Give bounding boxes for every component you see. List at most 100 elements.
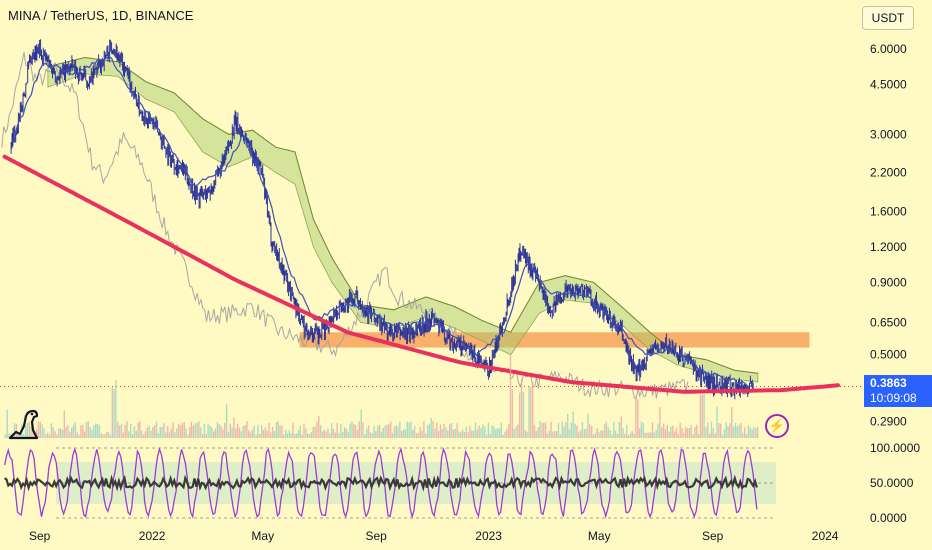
volume-bar [87, 421, 89, 438]
volume-bar [683, 432, 685, 438]
volume-bar [692, 434, 694, 438]
volume-bar [594, 432, 596, 438]
volume-bar [312, 426, 314, 438]
volume-bar [653, 432, 655, 438]
volume-bar [620, 416, 622, 438]
volume-bar [607, 427, 609, 438]
tenkan-line-path [14, 55, 754, 388]
volume-bar [554, 431, 556, 438]
volume-bar [417, 432, 419, 438]
volume-bar [731, 407, 733, 438]
volume-bar [589, 424, 591, 438]
volume-bar [131, 434, 134, 438]
currency-button[interactable]: USDT [862, 6, 914, 30]
volume-bar [299, 425, 301, 438]
candles [10, 39, 754, 400]
volume-bar [482, 424, 484, 438]
volume-bar [436, 422, 438, 438]
volume-bar [672, 425, 674, 438]
volume-bar [378, 425, 381, 438]
volume-bar [413, 425, 416, 438]
volume-bar [544, 422, 547, 438]
volume-bar [155, 421, 158, 438]
volume-bar [301, 434, 303, 438]
volume-bar [487, 422, 490, 438]
volume-bar [244, 425, 246, 438]
volume-bar [69, 431, 71, 438]
volume-bar [605, 421, 608, 438]
lightning-bolt-icon[interactable]: ⚡ [765, 414, 789, 438]
price-tick-label: 0.2900 [870, 415, 907, 429]
volume-bar [517, 424, 519, 438]
volume-bar [504, 431, 506, 438]
volume-bar [458, 431, 460, 438]
volume-bar [447, 430, 449, 438]
cloud-top-line [47, 56, 758, 374]
volume-bar [329, 433, 331, 438]
volume-bar [555, 431, 558, 438]
volume-bar [100, 433, 102, 438]
volume-bar [213, 431, 215, 438]
volume-bar [113, 389, 115, 438]
volume-bar [89, 426, 91, 438]
volume-bar [461, 429, 464, 438]
volume-bar [272, 426, 274, 438]
price-tick-label: 0.6500 [870, 315, 907, 329]
volume-bar [753, 426, 755, 438]
volume-bar [19, 434, 21, 438]
volume-bar [165, 432, 167, 438]
volume-bar [467, 432, 469, 438]
volume-bar [598, 432, 600, 438]
volume-bar [349, 423, 351, 438]
volume-bar [290, 433, 292, 438]
volume-bar [474, 422, 477, 438]
volume-bar [150, 430, 152, 438]
volume-bar [102, 434, 104, 438]
volume-bar [469, 425, 471, 438]
price-tick-label: 2.2000 [870, 165, 907, 179]
price-tick-label: 1.6000 [870, 205, 907, 219]
volume-bar [325, 431, 327, 438]
volume-bar [644, 433, 646, 438]
volume-bar [332, 429, 335, 438]
volume-bar [17, 434, 19, 438]
volume-bar [353, 424, 355, 438]
volume-bar [723, 429, 726, 438]
time-tick-label: Sep [365, 529, 387, 543]
volume-bar [565, 422, 567, 438]
volume-bar [581, 422, 584, 438]
volume-bar [222, 429, 224, 438]
volume-bar [712, 428, 714, 438]
volume-bar [736, 426, 738, 438]
volume-bar [688, 428, 691, 438]
volume-bar [729, 423, 731, 438]
volume-bar [749, 427, 751, 438]
volume-bar [133, 426, 136, 438]
volume-bar [384, 425, 386, 438]
volume-bar [460, 432, 462, 438]
volume-bar [194, 423, 196, 438]
volume-bar [587, 413, 589, 438]
volume-bar [47, 432, 49, 438]
volume-bar [412, 429, 414, 438]
volume-bar [690, 424, 692, 438]
volume-bar [585, 428, 587, 438]
volume-bar [146, 427, 148, 438]
volume-bar [13, 423, 16, 438]
volume-bar [449, 424, 451, 438]
volume-bar [72, 424, 75, 438]
volume-bar [166, 426, 169, 438]
volume-bar [207, 424, 209, 438]
volume-bar [673, 431, 676, 438]
volume-bar [76, 432, 78, 438]
volume-bar [579, 430, 582, 438]
volume-bar [249, 432, 252, 438]
volume-bar [465, 426, 467, 438]
price-tick-label: 0.5000 [870, 348, 907, 362]
volume-bar [685, 426, 687, 438]
volume-bar [633, 433, 635, 438]
volume-bar [452, 429, 455, 438]
volume-bar [229, 423, 231, 438]
volume-bar [463, 432, 466, 438]
